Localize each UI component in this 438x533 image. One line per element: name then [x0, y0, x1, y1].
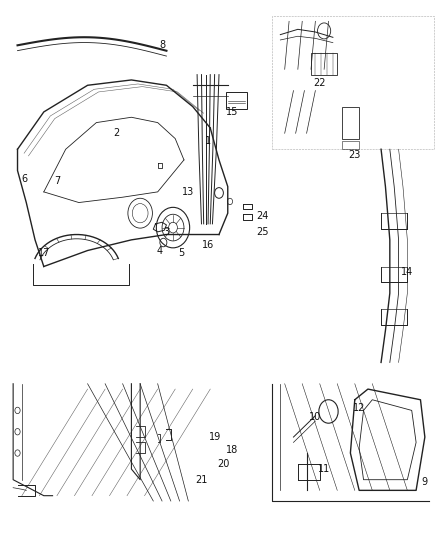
Text: 10: 10 — [309, 412, 321, 422]
Text: 25: 25 — [257, 227, 269, 237]
Text: 12: 12 — [353, 403, 365, 413]
Text: 19: 19 — [208, 432, 221, 442]
Text: 16: 16 — [202, 240, 214, 250]
Text: 4: 4 — [157, 246, 163, 255]
Text: 18: 18 — [226, 446, 238, 455]
Bar — [342, 141, 359, 149]
Text: 22: 22 — [314, 78, 326, 87]
Text: 17: 17 — [38, 248, 50, 258]
Text: 15: 15 — [226, 107, 238, 117]
Text: 8: 8 — [159, 41, 165, 50]
Text: 24: 24 — [257, 211, 269, 221]
Text: 23: 23 — [349, 150, 361, 159]
Bar — [226, 92, 247, 109]
Text: 9: 9 — [422, 478, 428, 487]
Text: 14: 14 — [401, 267, 413, 277]
Text: 6: 6 — [21, 174, 27, 183]
Text: 13: 13 — [182, 187, 194, 197]
Text: 11: 11 — [318, 464, 330, 474]
Text: 21: 21 — [195, 475, 208, 484]
Text: 2: 2 — [113, 128, 119, 138]
Text: 3: 3 — [163, 227, 170, 237]
Text: 5: 5 — [179, 248, 185, 258]
Bar — [342, 107, 359, 139]
Text: 7: 7 — [54, 176, 60, 186]
Bar — [311, 53, 337, 75]
Text: 1: 1 — [205, 136, 211, 146]
Text: 20: 20 — [217, 459, 230, 469]
Bar — [272, 16, 434, 149]
